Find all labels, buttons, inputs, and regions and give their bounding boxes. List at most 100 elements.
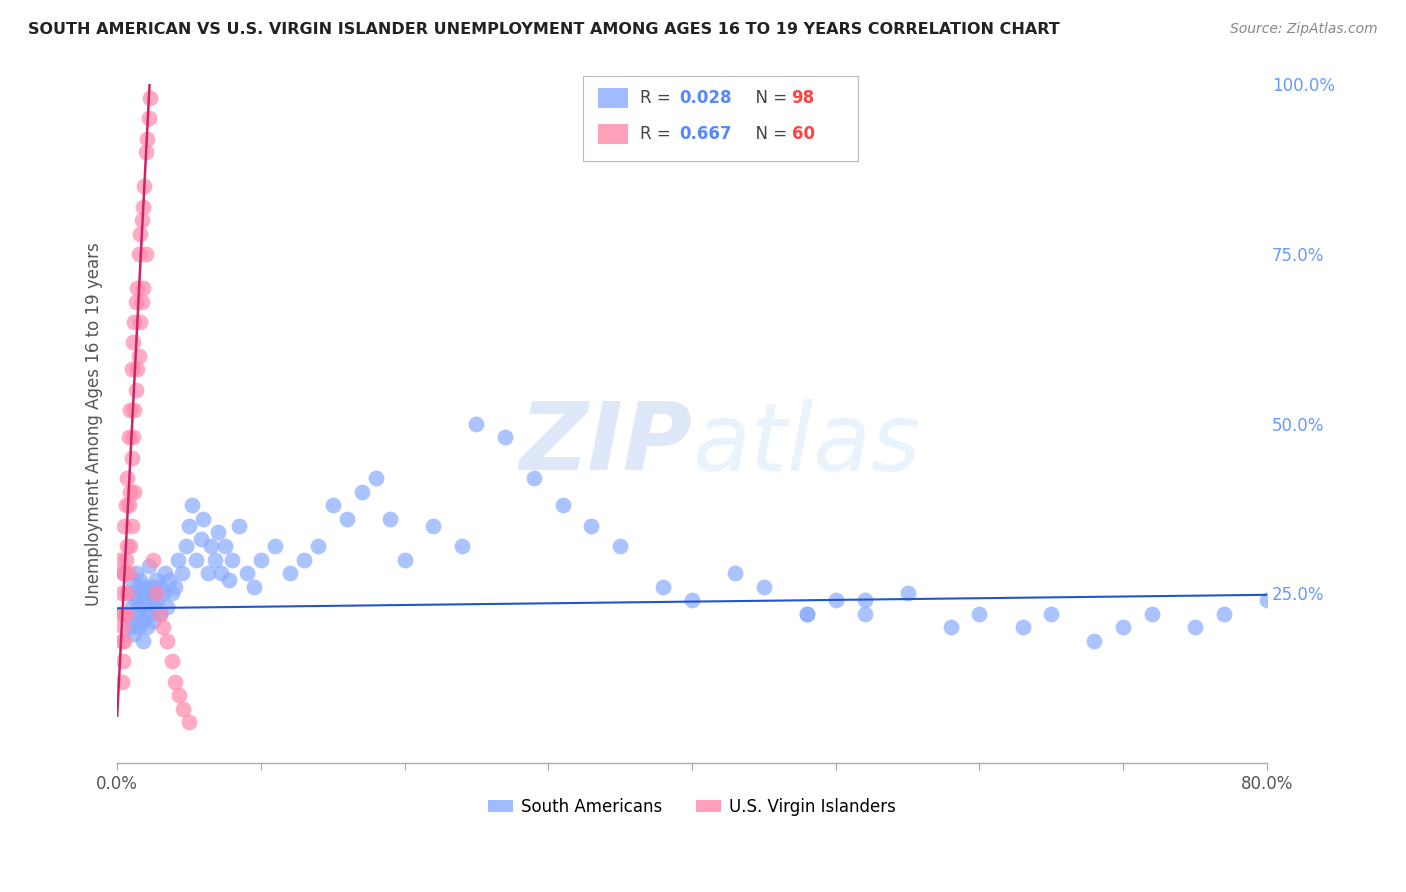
Point: [112, 566, 135, 580]
Point: [132, 634, 155, 648]
Point: [209, 566, 232, 580]
Point: [380, 512, 402, 526]
Point: [969, 607, 991, 621]
Text: N =: N =: [745, 125, 793, 143]
Point: [1256, 593, 1278, 607]
Point: [292, 552, 315, 566]
Point: [131, 213, 153, 227]
Legend: South Americans, U.S. Virgin Islanders: South Americans, U.S. Virgin Islanders: [481, 791, 903, 822]
Text: 0.028: 0.028: [679, 89, 731, 107]
Point: [250, 552, 273, 566]
Point: [108, 607, 131, 621]
Point: [135, 607, 157, 621]
Point: [242, 580, 264, 594]
Point: [129, 600, 152, 615]
Point: [451, 539, 474, 553]
Point: [128, 247, 150, 261]
Point: [186, 552, 208, 566]
Point: [139, 607, 162, 621]
Point: [218, 573, 240, 587]
Point: [494, 430, 516, 444]
Point: [122, 335, 145, 350]
Point: [1212, 607, 1234, 621]
Point: [120, 484, 142, 499]
Point: [120, 539, 142, 553]
Point: [114, 498, 136, 512]
Point: [796, 607, 818, 621]
Point: [145, 573, 167, 587]
Point: [149, 607, 172, 621]
Point: [110, 634, 132, 648]
Point: [124, 315, 146, 329]
Point: [111, 654, 134, 668]
Point: [110, 586, 132, 600]
Point: [125, 294, 148, 309]
Point: [824, 593, 846, 607]
Point: [235, 566, 257, 580]
Point: [135, 580, 157, 594]
Text: 0.667: 0.667: [679, 125, 731, 143]
Point: [118, 586, 141, 600]
Point: [112, 566, 135, 580]
Point: [125, 383, 148, 397]
Text: 60: 60: [792, 125, 814, 143]
Point: [118, 498, 141, 512]
Point: [120, 403, 142, 417]
Point: [551, 498, 574, 512]
Point: [146, 593, 169, 607]
Point: [156, 600, 179, 615]
Point: [114, 607, 136, 621]
Point: [214, 539, 236, 553]
Point: [322, 498, 344, 512]
Point: [153, 566, 176, 580]
Point: [167, 688, 190, 702]
Point: [136, 132, 159, 146]
Point: [163, 674, 186, 689]
Text: ZIP: ZIP: [519, 398, 692, 490]
Point: [853, 607, 876, 621]
Point: [121, 362, 143, 376]
Point: [193, 512, 215, 526]
Point: [163, 580, 186, 594]
Point: [111, 566, 134, 580]
Point: [112, 607, 135, 621]
Point: [609, 539, 631, 553]
Point: [652, 580, 675, 594]
Point: [422, 518, 444, 533]
Point: [142, 614, 165, 628]
Point: [127, 362, 149, 376]
Text: Source: ZipAtlas.com: Source: ZipAtlas.com: [1230, 22, 1378, 37]
Point: [114, 552, 136, 566]
Point: [181, 498, 204, 512]
Point: [1083, 634, 1105, 648]
Point: [124, 586, 146, 600]
Point: [264, 539, 287, 553]
Point: [681, 593, 703, 607]
Point: [120, 620, 142, 634]
Point: [110, 674, 132, 689]
Point: [112, 518, 135, 533]
Point: [1040, 607, 1063, 621]
Point: [166, 552, 188, 566]
Point: [1140, 607, 1163, 621]
Point: [142, 580, 165, 594]
Text: SOUTH AMERICAN VS U.S. VIRGIN ISLANDER UNEMPLOYMENT AMONG AGES 16 TO 19 YEARS CO: SOUTH AMERICAN VS U.S. VIRGIN ISLANDER U…: [28, 22, 1060, 37]
Point: [117, 539, 139, 553]
Point: [132, 281, 155, 295]
Point: [278, 566, 301, 580]
Point: [129, 315, 152, 329]
Point: [128, 620, 150, 634]
Point: [1184, 620, 1206, 634]
Point: [307, 539, 329, 553]
Point: [124, 627, 146, 641]
Point: [145, 586, 167, 600]
Point: [853, 593, 876, 607]
Point: [125, 566, 148, 580]
Point: [170, 566, 193, 580]
Point: [124, 484, 146, 499]
Point: [796, 607, 818, 621]
Text: atlas: atlas: [692, 399, 921, 490]
Point: [724, 566, 747, 580]
Point: [1011, 620, 1033, 634]
Point: [122, 430, 145, 444]
